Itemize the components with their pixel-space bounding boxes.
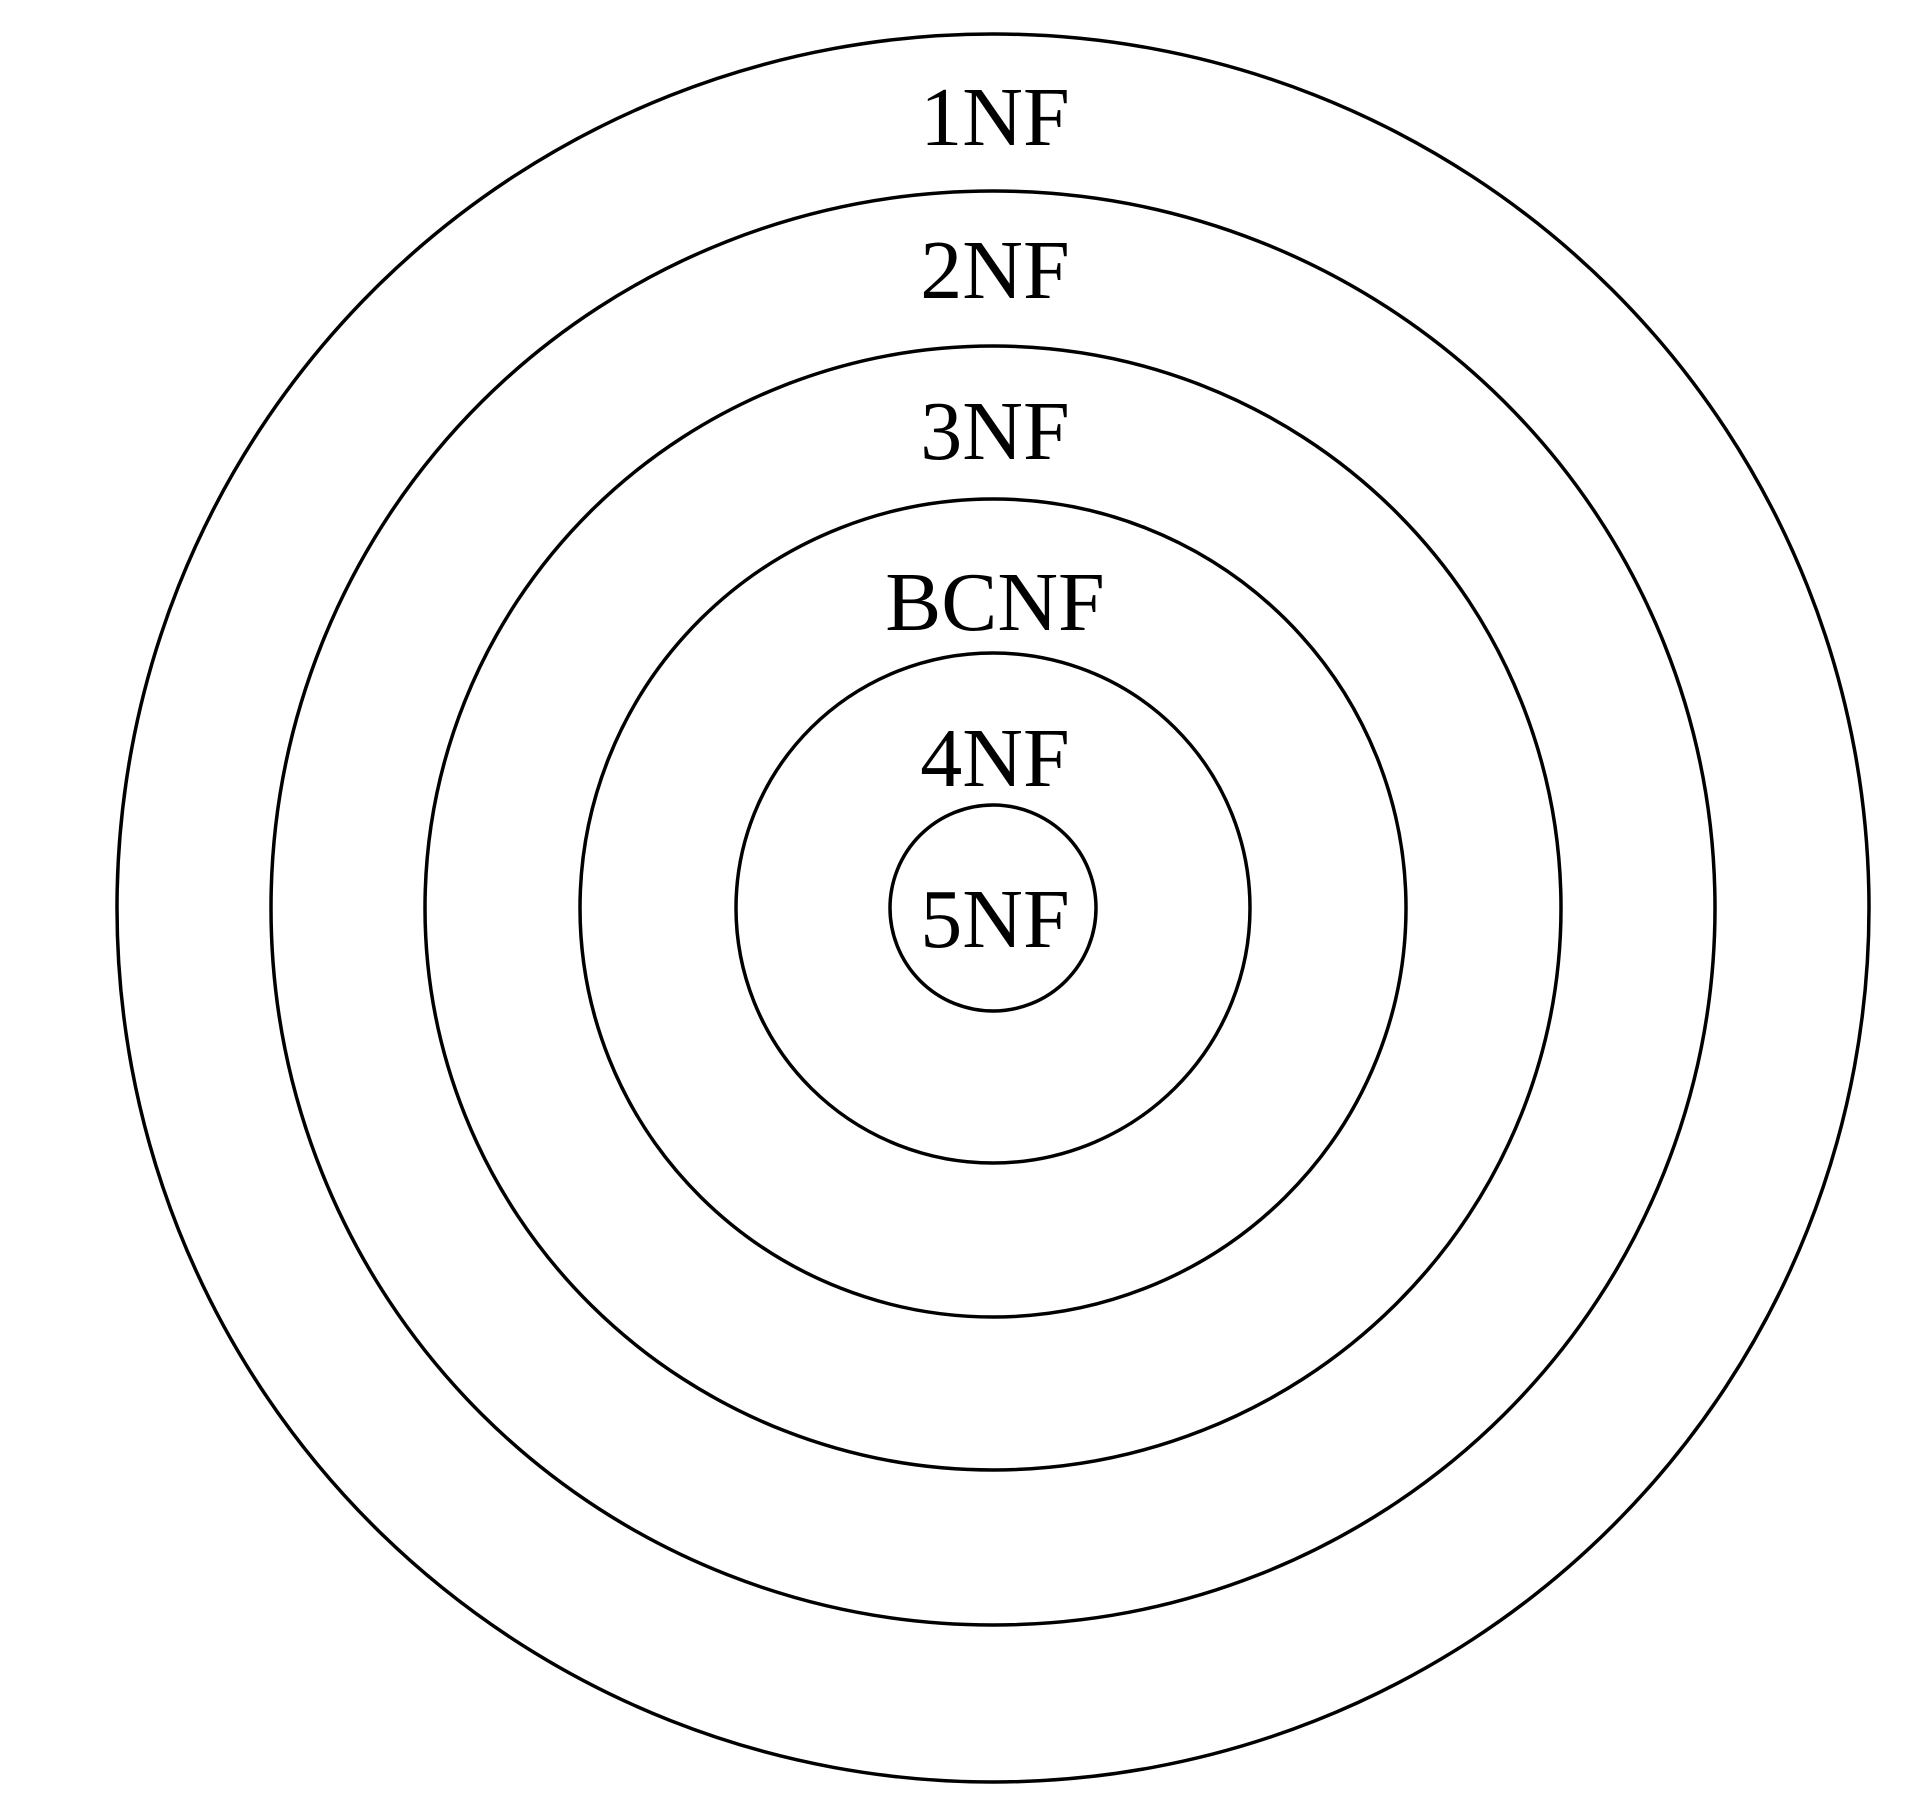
label-5nf: 5NF [920, 873, 1069, 966]
ring-2nf: 2NF [269, 189, 1717, 1627]
label-2nf: 2NF [920, 224, 1069, 317]
ring-bcnf: BCNF [578, 497, 1408, 1319]
ring-1nf: 1NF [115, 32, 1871, 1784]
label-1nf: 1NF [920, 71, 1069, 164]
label-4nf: 4NF [920, 712, 1069, 805]
label-bcnf: BCNF [885, 556, 1104, 649]
ring-4nf: 4NF [734, 651, 1252, 1165]
ring-3nf: 3NF [423, 344, 1563, 1472]
label-3nf: 3NF [920, 385, 1069, 478]
ring-5nf: 5NF [888, 803, 1098, 1013]
